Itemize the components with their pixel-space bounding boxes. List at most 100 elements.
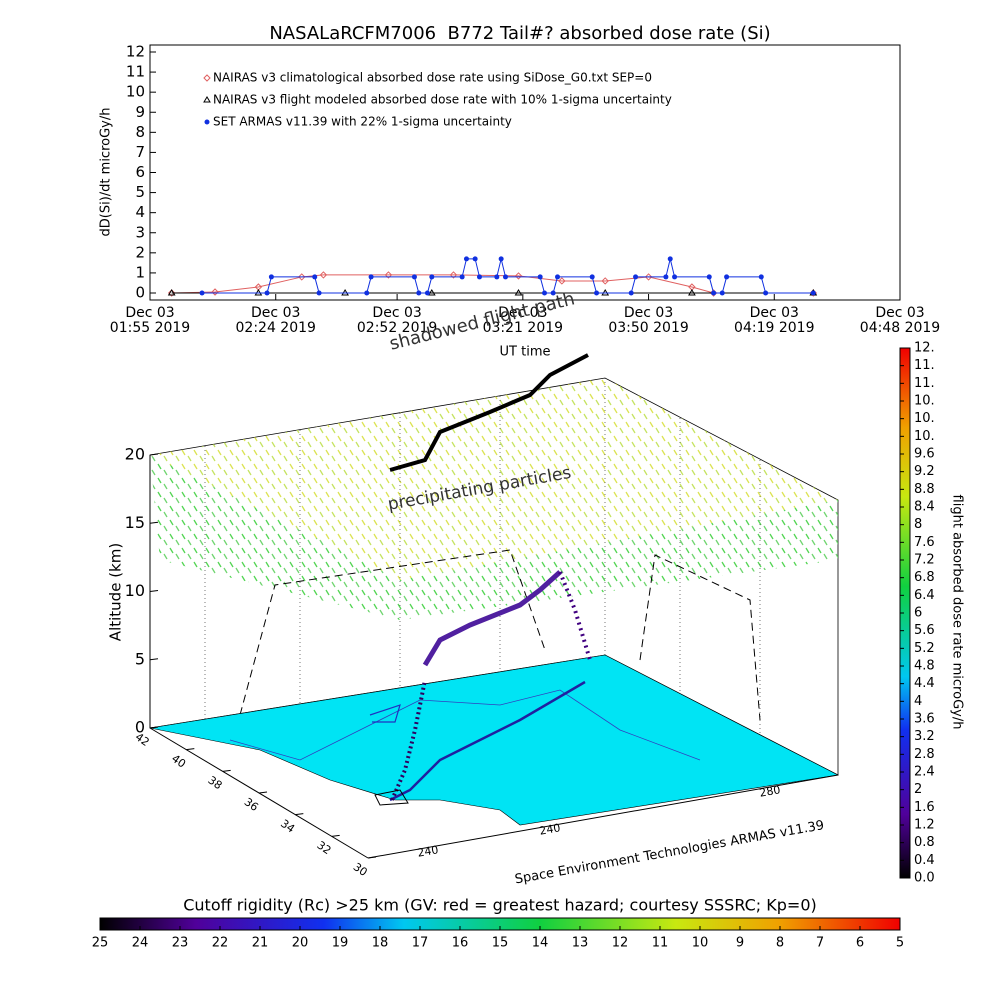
colorbar-tick-label: 13 (572, 936, 589, 951)
x-tick-label: Dec 03 (498, 305, 547, 321)
marker (537, 274, 543, 280)
y-tick-label: 8 (135, 123, 145, 141)
legend-label: NAIRAS v3 climatological absorbed dose r… (213, 71, 652, 85)
colorbar-tick-label: 12 (612, 936, 629, 951)
colorbar-tick-label: 19 (332, 936, 349, 951)
marker (672, 274, 678, 280)
x-tick-label: Dec 03 (125, 305, 174, 321)
marker (463, 256, 469, 262)
x-tick-label: Dec 03 (875, 305, 924, 321)
colorbar-label: Cutoff rigidity (Rc) >25 km (GV: red = g… (183, 896, 817, 915)
y-tick-label: 5 (135, 183, 145, 201)
lon-axis (367, 774, 839, 859)
marker (628, 290, 634, 296)
footer: Space Environment Technologies ARMAS v11… (514, 818, 826, 887)
x-tick-label: 03:50 2019 (608, 320, 688, 336)
colorbar-tick-label: 1.6 (914, 800, 935, 815)
shadow-outline (639, 554, 761, 721)
colorbar-tick-label: 8 (776, 936, 784, 951)
shadow-track (389, 353, 589, 472)
lon-tick-label: 240 (416, 843, 439, 859)
map-surface (149, 654, 839, 826)
colorbar-tick-label: 0.0 (914, 871, 935, 886)
marker (411, 274, 417, 280)
x-tick-label: 01:55 2019 (110, 320, 190, 336)
colorbar-tick-label: 14 (532, 936, 549, 951)
marker (719, 290, 725, 296)
colorbar-tick-label: 11 (652, 936, 669, 951)
colorbar-tick-label: 8 (914, 517, 922, 532)
colorbar-tick-label: 5 (896, 936, 904, 951)
x-tick-label: 03:21 2019 (483, 320, 563, 336)
colorbar-tick-label: 7 (816, 936, 824, 951)
scene-3d (149, 353, 839, 859)
marker (459, 274, 465, 280)
colorbar-tick-label: 2.4 (914, 765, 935, 780)
lat-tick-label: 36 (242, 795, 261, 814)
marker (688, 289, 696, 296)
marker (199, 290, 205, 296)
map-box (374, 789, 409, 806)
lat-tick (186, 748, 195, 751)
colorbar-tick-label: 17 (412, 936, 429, 951)
colorbar-tick-label: 11. (914, 376, 935, 391)
colorbar-tick-label: 4.4 (914, 676, 935, 691)
colorbar-tick-label: 7.6 (914, 535, 935, 550)
x-tick-label: Dec 03 (624, 305, 673, 321)
colorbar-tick-label: 10. (914, 394, 935, 409)
series-line (202, 258, 814, 294)
lat-tick (258, 791, 268, 794)
marker (316, 290, 322, 296)
colorbar-tick-label: 23 (172, 936, 189, 951)
colorbar-tick-label: 9 (736, 936, 744, 951)
x-tick-label: 04:48 2019 (860, 320, 940, 336)
z-tick-label: 10 (125, 581, 145, 600)
lat-tick (149, 726, 159, 729)
y-axis-label: dD(Si)/dt microGy/h (99, 108, 114, 237)
marker (319, 271, 328, 279)
marker (589, 274, 595, 280)
marker (514, 272, 523, 280)
lon-tick-label: 240 (538, 821, 561, 837)
marker (502, 274, 508, 280)
legend-label: NAIRAS v3 flight modeled absorbed dose r… (213, 93, 672, 107)
z-tick (149, 453, 159, 456)
colorbar-tick-label: 25 (92, 936, 109, 951)
marker (688, 283, 696, 291)
colorbar-tick-label: 10. (914, 411, 935, 426)
z-axis-label: Altitude (km) (107, 543, 125, 641)
marker (550, 290, 556, 296)
colorbar-tick-label: 6 (856, 936, 864, 951)
colorbar-tick-label: 0.8 (914, 835, 935, 850)
colorbar-tick-label: 5.2 (914, 641, 935, 656)
map-contour (229, 689, 701, 761)
z-tick-label: 0 (135, 718, 145, 737)
colorbar-tick-label: 20 (292, 936, 309, 951)
lat-tick (331, 834, 340, 837)
x-tick-label: Dec 03 (251, 305, 300, 321)
marker (476, 274, 482, 280)
marker (424, 290, 430, 296)
y-tick-label: 9 (135, 103, 145, 121)
marker (601, 277, 609, 285)
colorbar-tick-label: 24 (132, 936, 149, 951)
colorbar-tick-label: 4.8 (914, 659, 935, 674)
marker (364, 290, 370, 296)
marker (268, 274, 274, 280)
colorbar-tick-label: 0.4 (914, 853, 935, 868)
map-contour (369, 704, 401, 723)
z-tick (149, 521, 159, 524)
marker (810, 290, 816, 296)
marker (427, 289, 436, 296)
shadow-outline (239, 549, 546, 716)
y-tick-label: 1 (135, 263, 145, 281)
climb-track (390, 679, 427, 801)
marker (594, 290, 600, 296)
marker (211, 288, 219, 296)
colorbar-tick-label: 5.6 (914, 623, 935, 638)
marker (264, 290, 270, 296)
colorbar-tick-label: 1.2 (914, 818, 935, 833)
colorbar-tick-label: 21 (252, 936, 269, 951)
